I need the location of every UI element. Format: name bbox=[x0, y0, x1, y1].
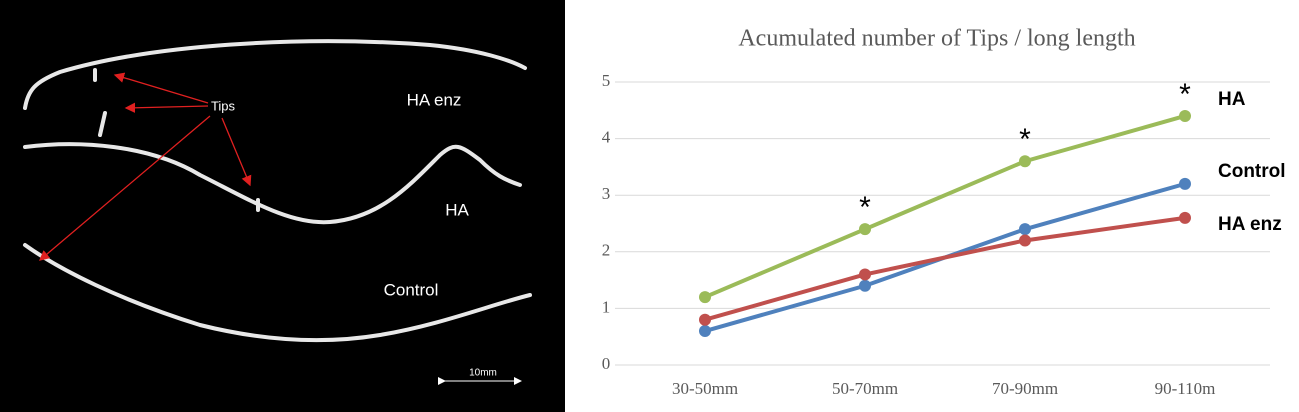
image-label: Control bbox=[384, 280, 439, 299]
series-line bbox=[704, 215, 1186, 322]
y-tick-label: 4 bbox=[602, 128, 611, 147]
data-point bbox=[1179, 211, 1191, 224]
image-label: HA enz bbox=[407, 90, 462, 109]
image-background bbox=[0, 0, 565, 412]
annotation: * bbox=[1019, 123, 1031, 156]
data-point bbox=[699, 325, 711, 338]
data-point bbox=[1019, 234, 1031, 247]
data-point bbox=[699, 291, 711, 304]
data-point bbox=[1179, 109, 1191, 122]
y-tick-label: 2 bbox=[602, 241, 611, 260]
vessel-bottom bbox=[23, 243, 532, 343]
data-point bbox=[859, 223, 871, 236]
vessel-top bbox=[23, 39, 527, 110]
y-tick-label: 1 bbox=[602, 297, 611, 316]
x-tick-label: 70-90mm bbox=[992, 379, 1058, 398]
annotation: * bbox=[1179, 78, 1191, 111]
legend-label: HA enz bbox=[1218, 214, 1282, 235]
data-point bbox=[1179, 177, 1191, 190]
x-tick-label: 90-110m bbox=[1155, 379, 1216, 398]
annotation: * bbox=[859, 191, 871, 224]
legend-label: Control bbox=[1218, 161, 1286, 182]
x-tick-label: 50-70mm bbox=[832, 379, 898, 398]
series-line bbox=[704, 114, 1186, 299]
image-label: Tips bbox=[211, 98, 236, 113]
y-tick-label: 0 bbox=[602, 354, 611, 373]
data-point bbox=[1019, 155, 1031, 168]
chart-title: Acumulated number of Tips / long length bbox=[738, 26, 1135, 52]
data-point bbox=[1019, 223, 1031, 236]
legend-label: HA bbox=[1218, 89, 1246, 110]
vessel-middle bbox=[23, 111, 522, 225]
tip-arrows bbox=[39, 72, 252, 261]
data-point bbox=[859, 268, 871, 281]
data-point bbox=[699, 313, 711, 326]
y-tick-label: 3 bbox=[602, 184, 611, 203]
x-tick-label: 30-50mm bbox=[672, 379, 738, 398]
image-label: HA bbox=[445, 200, 469, 219]
scale-label: 10mm bbox=[469, 368, 497, 379]
micrograph: Tips HA enz HA Control 10mm bbox=[0, 0, 565, 412]
data-point bbox=[859, 279, 871, 292]
y-tick-label: 5 bbox=[602, 71, 611, 90]
